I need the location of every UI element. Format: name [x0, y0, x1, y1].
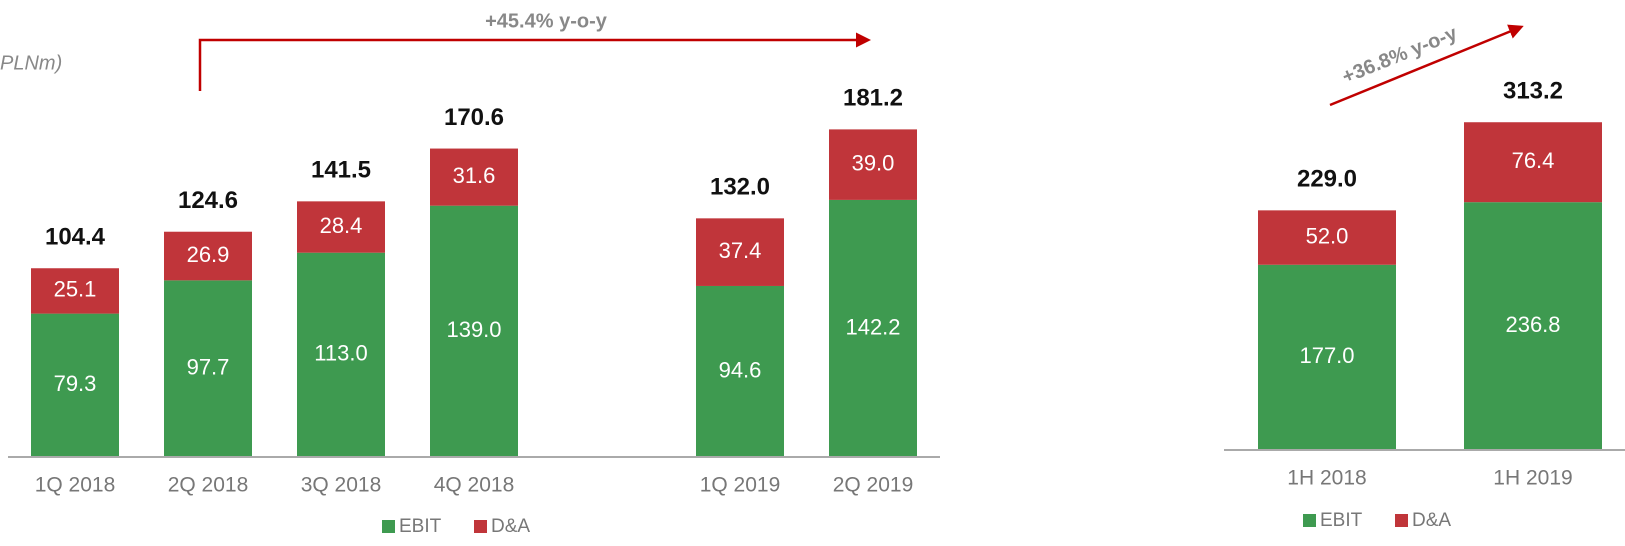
x-tick-label: 4Q 2018: [434, 474, 515, 497]
x-tick-label: 2Q 2019: [833, 474, 914, 497]
annotation: +45.4% y-o-y: [485, 10, 608, 32]
x-tick-label: 1H 2019: [1493, 467, 1572, 490]
total-label: 124.6: [178, 187, 238, 214]
total-label: 181.2: [843, 85, 903, 112]
subtitle: PLNm): [0, 52, 62, 74]
bar-segment: [696, 218, 784, 286]
segment-label: 26.9: [187, 242, 230, 267]
segment-label: 139.0: [446, 317, 501, 342]
segment-label: 94.6: [719, 357, 762, 382]
x-tick-label: 1Q 2019: [700, 474, 781, 497]
segment-label: 52.0: [1306, 223, 1349, 248]
segment-label: 177.0: [1299, 343, 1354, 368]
total-label: 104.4: [45, 224, 106, 251]
bar-segment: [1258, 210, 1396, 265]
segment-label: 28.4: [320, 213, 363, 238]
legend-label: EBIT: [399, 516, 442, 537]
segment-label: 31.6: [453, 163, 496, 188]
segment-label: 236.8: [1505, 312, 1560, 337]
bar-segment: [164, 280, 252, 457]
bar-segment: [1464, 202, 1602, 450]
total-label: 132.0: [710, 174, 770, 201]
x-tick-label: 1Q 2018: [35, 474, 116, 497]
bar-segment: [31, 313, 119, 457]
bar-segment: [1258, 264, 1396, 450]
x-tick-label: 1H 2018: [1287, 467, 1366, 490]
total-label: 141.5: [311, 157, 371, 184]
bar-segment: [31, 268, 119, 314]
bar-segment: [297, 201, 385, 253]
legend-label: D&A: [491, 516, 530, 537]
bar-segment: [430, 148, 518, 206]
bar-segment: [1464, 122, 1602, 203]
annotation: +36.8% y-o-y: [1339, 22, 1461, 88]
bar-segment: [829, 199, 917, 457]
x-tick-label: 3Q 2018: [301, 474, 382, 497]
growth-arrow: [1329, 24, 1524, 107]
legend-swatch: [1395, 514, 1408, 527]
segment-label: 25.1: [54, 277, 97, 302]
segment-label: 76.4: [1512, 148, 1555, 173]
segment-label: 142.2: [845, 314, 900, 339]
total-label: 229.0: [1297, 166, 1357, 193]
bar-segment: [829, 129, 917, 200]
bar-segment: [164, 231, 252, 281]
legend-swatch: [1303, 514, 1316, 527]
bar-segment: [430, 205, 518, 457]
x-tick-label: 2Q 2018: [168, 474, 249, 497]
legend-swatch: [474, 520, 487, 533]
bar-segment: [297, 252, 385, 457]
segment-label: 39.0: [852, 150, 895, 175]
legend-swatch: [382, 520, 395, 533]
bar-segment: [696, 285, 784, 457]
segment-label: 113.0: [314, 341, 367, 366]
total-label: 313.2: [1503, 78, 1563, 105]
segment-label: 37.4: [719, 238, 762, 263]
legend-label: D&A: [1412, 510, 1451, 531]
growth-arrow: [198, 32, 871, 91]
legend-label: EBIT: [1320, 510, 1363, 531]
segment-label: 79.3: [54, 371, 97, 396]
total-label: 170.6: [444, 104, 504, 131]
segment-label: 97.7: [187, 354, 230, 379]
